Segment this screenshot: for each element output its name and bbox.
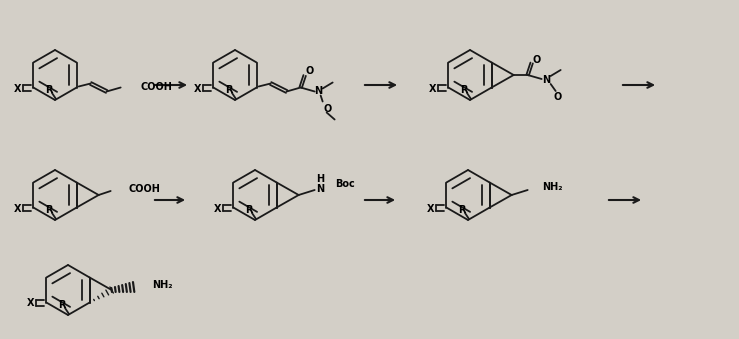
Text: N: N bbox=[315, 86, 323, 97]
Text: NH₂: NH₂ bbox=[542, 182, 562, 192]
Text: X: X bbox=[214, 203, 221, 214]
Text: NH₂: NH₂ bbox=[151, 280, 172, 290]
Text: COOH: COOH bbox=[129, 184, 160, 194]
Text: R: R bbox=[458, 205, 466, 215]
Text: X: X bbox=[27, 299, 34, 308]
Text: X: X bbox=[13, 83, 21, 94]
Text: X: X bbox=[429, 83, 436, 94]
Text: O: O bbox=[533, 55, 541, 65]
Text: R: R bbox=[245, 205, 253, 215]
Text: R: R bbox=[58, 300, 66, 310]
Text: R: R bbox=[45, 205, 52, 215]
Text: O: O bbox=[554, 92, 562, 102]
Text: N: N bbox=[542, 75, 551, 85]
Text: X: X bbox=[13, 203, 21, 214]
Text: X: X bbox=[194, 83, 201, 94]
Text: COOH: COOH bbox=[140, 82, 172, 93]
Text: R: R bbox=[45, 85, 52, 95]
Text: H: H bbox=[316, 174, 324, 184]
Text: O: O bbox=[305, 66, 314, 77]
Text: Boc: Boc bbox=[335, 179, 355, 189]
Text: N: N bbox=[316, 184, 324, 194]
Text: X: X bbox=[426, 203, 434, 214]
Text: O: O bbox=[324, 104, 332, 115]
Text: R: R bbox=[225, 85, 233, 95]
Text: R: R bbox=[460, 85, 468, 95]
